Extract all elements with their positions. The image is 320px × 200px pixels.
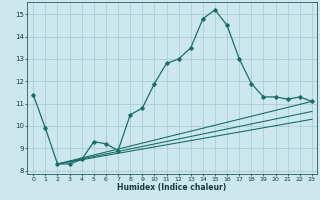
X-axis label: Humidex (Indice chaleur): Humidex (Indice chaleur) bbox=[117, 183, 227, 192]
